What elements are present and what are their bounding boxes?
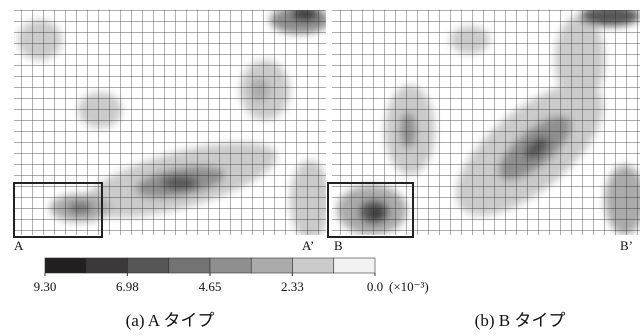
colorbar-swatch	[250, 257, 293, 274]
contour-map-a	[14, 10, 326, 235]
colorbar-swatch	[85, 257, 128, 274]
colorbar-tick-label: 2.33	[281, 279, 304, 294]
colorbar-tick-label: 4.65	[199, 279, 222, 294]
section-label: A’	[302, 238, 314, 253]
colorbar: 9.30 6.98 4.65 2.33 0.0 (×10⁻³)	[34, 257, 429, 294]
colorbar-swatch	[168, 257, 211, 274]
colorbar-tick-label: 9.30	[34, 279, 57, 294]
colorbar-swatch	[44, 257, 87, 274]
colorbar-unit: (×10⁻³)	[389, 279, 429, 294]
contour-map-b	[332, 10, 640, 235]
colorbar-swatch	[333, 257, 376, 274]
highlight-box	[13, 182, 103, 238]
colorbar-tick-label: 6.98	[116, 279, 139, 294]
caption: (b) B タイプ	[475, 311, 566, 330]
colorbar-swatch	[292, 257, 335, 274]
section-label: B’	[620, 238, 633, 253]
colorbar-swatch	[127, 257, 170, 274]
caption: (a) A タイプ	[126, 311, 215, 330]
colorbar-tick-label: 0.0	[367, 279, 383, 294]
colorbar-swatch	[209, 257, 252, 274]
section-label: B	[334, 238, 343, 253]
highlight-box	[327, 182, 414, 238]
section-label: A	[14, 238, 24, 253]
